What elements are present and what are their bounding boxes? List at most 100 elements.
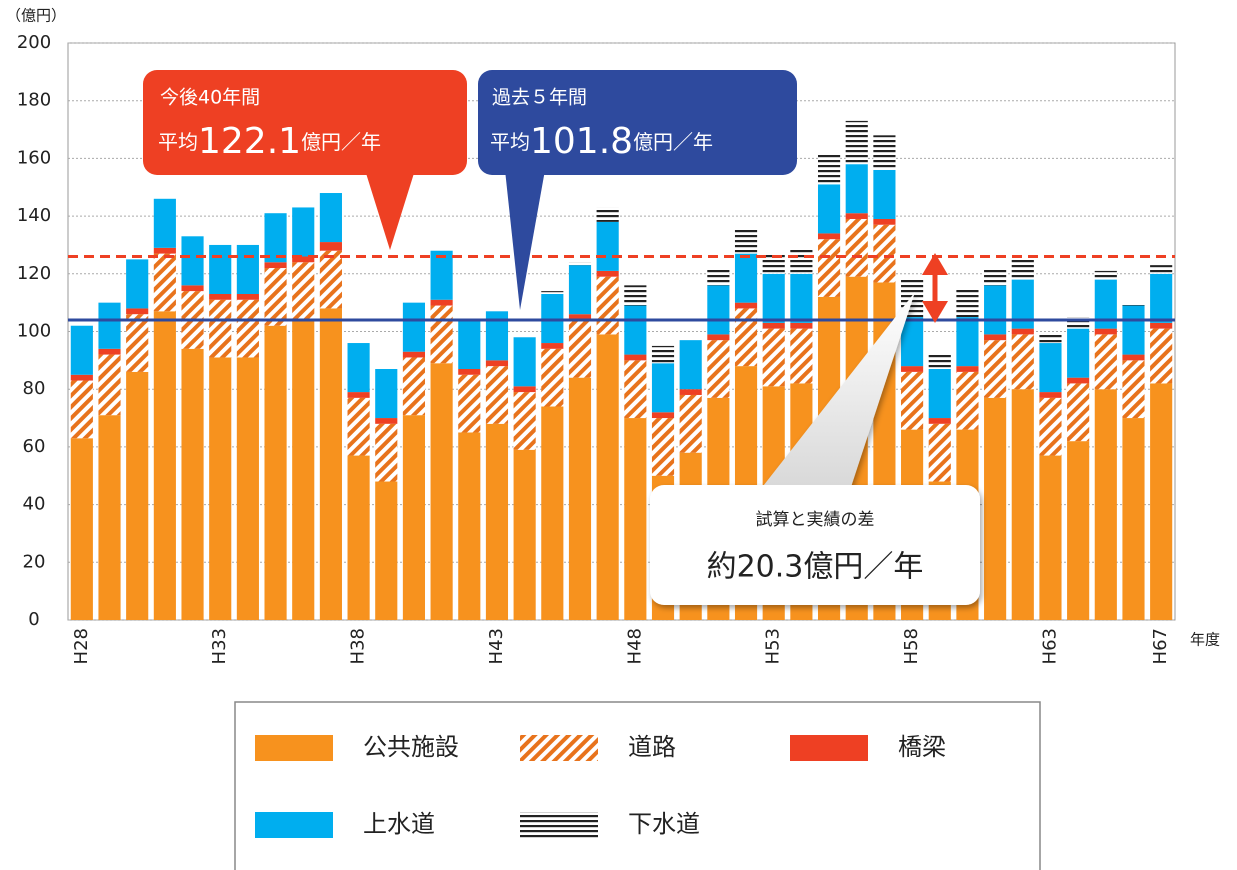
callout-title: 今後40年間 [160, 87, 260, 109]
bar-segment [624, 418, 647, 620]
bar-segment [817, 152, 841, 185]
bar-segment [70, 325, 93, 375]
bar-segment [984, 340, 1007, 398]
bar-segment [402, 302, 426, 352]
bar-segment [1011, 259, 1034, 280]
bar-segment [817, 239, 841, 297]
bar-segment [402, 357, 426, 416]
bar-segment [319, 242, 342, 251]
bar-segment [153, 253, 176, 312]
bar-segment [624, 354, 647, 361]
bar-segment [568, 265, 592, 315]
x-tick-label: H63 [1039, 628, 1060, 664]
bar-segment [568, 314, 592, 320]
bar-segment [236, 357, 259, 620]
bar-segment [596, 334, 619, 620]
bar-segment [98, 415, 121, 620]
bar-segment [292, 207, 315, 257]
bar-segment [762, 322, 785, 329]
legend-label: 公共施設 [363, 733, 459, 761]
bar-segment [264, 262, 287, 269]
bar-segment [153, 198, 176, 248]
bar-segment [817, 233, 841, 240]
bar-segment [375, 418, 398, 424]
bar-segment [1094, 328, 1117, 335]
bar-segment [347, 397, 370, 456]
bar-segment [485, 360, 509, 367]
bar-segment [845, 213, 868, 219]
bar-segment [956, 371, 979, 430]
bar-segment [1011, 328, 1034, 335]
bar-segment [126, 259, 149, 309]
callout-prefix: 平均 [490, 130, 530, 154]
x-tick-label: H43 [486, 628, 507, 664]
bar-segment [901, 317, 924, 367]
bar-segment [319, 308, 342, 620]
bar-segment [762, 273, 785, 323]
bar-segment [236, 244, 259, 294]
callout-prefix: 平均 [158, 130, 198, 154]
bar-segment [651, 363, 675, 413]
bar-segment [1150, 322, 1173, 329]
bar-segment [901, 366, 924, 372]
x-axis-label: 年度 [1190, 631, 1220, 649]
bar-segment [541, 291, 564, 294]
bar-segment [956, 317, 979, 367]
bar-segment [873, 218, 896, 225]
bar-segment [651, 345, 675, 364]
x-tick-label: H33 [209, 628, 230, 664]
bar-segment [430, 363, 453, 620]
legend-label: 橋梁 [898, 733, 946, 761]
bar-segment [458, 319, 481, 370]
bar-segment [845, 120, 868, 165]
bar-segment [1122, 305, 1145, 355]
bar-segment [236, 293, 259, 300]
legend-label: 下水道 [628, 810, 700, 838]
bar-segment [707, 268, 730, 286]
y-tick-label: 20 [23, 551, 46, 572]
legend-label: 道路 [628, 733, 676, 761]
y-tick-label: 0 [28, 609, 39, 630]
bar-segment [873, 224, 896, 283]
x-tick-label: H53 [763, 628, 784, 664]
callout-past [478, 70, 797, 310]
legend-label: 上水道 [363, 810, 435, 838]
bar-segment [928, 423, 951, 482]
bar-segment [1011, 279, 1034, 329]
bar-segment [375, 481, 398, 620]
bar-segment [347, 343, 370, 393]
bar-segment [264, 325, 287, 620]
bar-segment [98, 348, 121, 355]
bar-segment [70, 438, 93, 620]
bar-segment [901, 371, 924, 430]
bar-segment [402, 351, 426, 358]
bar-segment [1094, 279, 1117, 329]
bar-segment [541, 348, 564, 407]
bar-segment [762, 328, 785, 387]
callout-title: 過去５年間 [492, 87, 587, 109]
callout-future [143, 70, 467, 250]
bar-segment [762, 253, 785, 274]
bar-segment [707, 340, 730, 398]
bar-segment [153, 247, 176, 254]
bar-segment [1067, 377, 1090, 384]
y-tick-label: 140 [17, 205, 51, 226]
bar-segment [1094, 389, 1117, 620]
bar-segment [485, 423, 509, 620]
bar-segment [817, 184, 841, 234]
legend-swatch [520, 812, 598, 838]
legend-swatch [520, 735, 598, 761]
bar-segment [347, 455, 370, 620]
y-tick-label: 40 [23, 494, 46, 515]
y-tick-label: 80 [23, 378, 46, 399]
bar-segment [98, 354, 121, 416]
reference-lines [68, 254, 1175, 322]
callout-difference [650, 292, 980, 605]
bar-segment [236, 299, 259, 358]
bar-segment [181, 285, 204, 292]
bar-segment [845, 218, 868, 277]
bar-segment [679, 394, 702, 453]
bar-segment [181, 348, 204, 620]
bar-segment [458, 432, 481, 620]
